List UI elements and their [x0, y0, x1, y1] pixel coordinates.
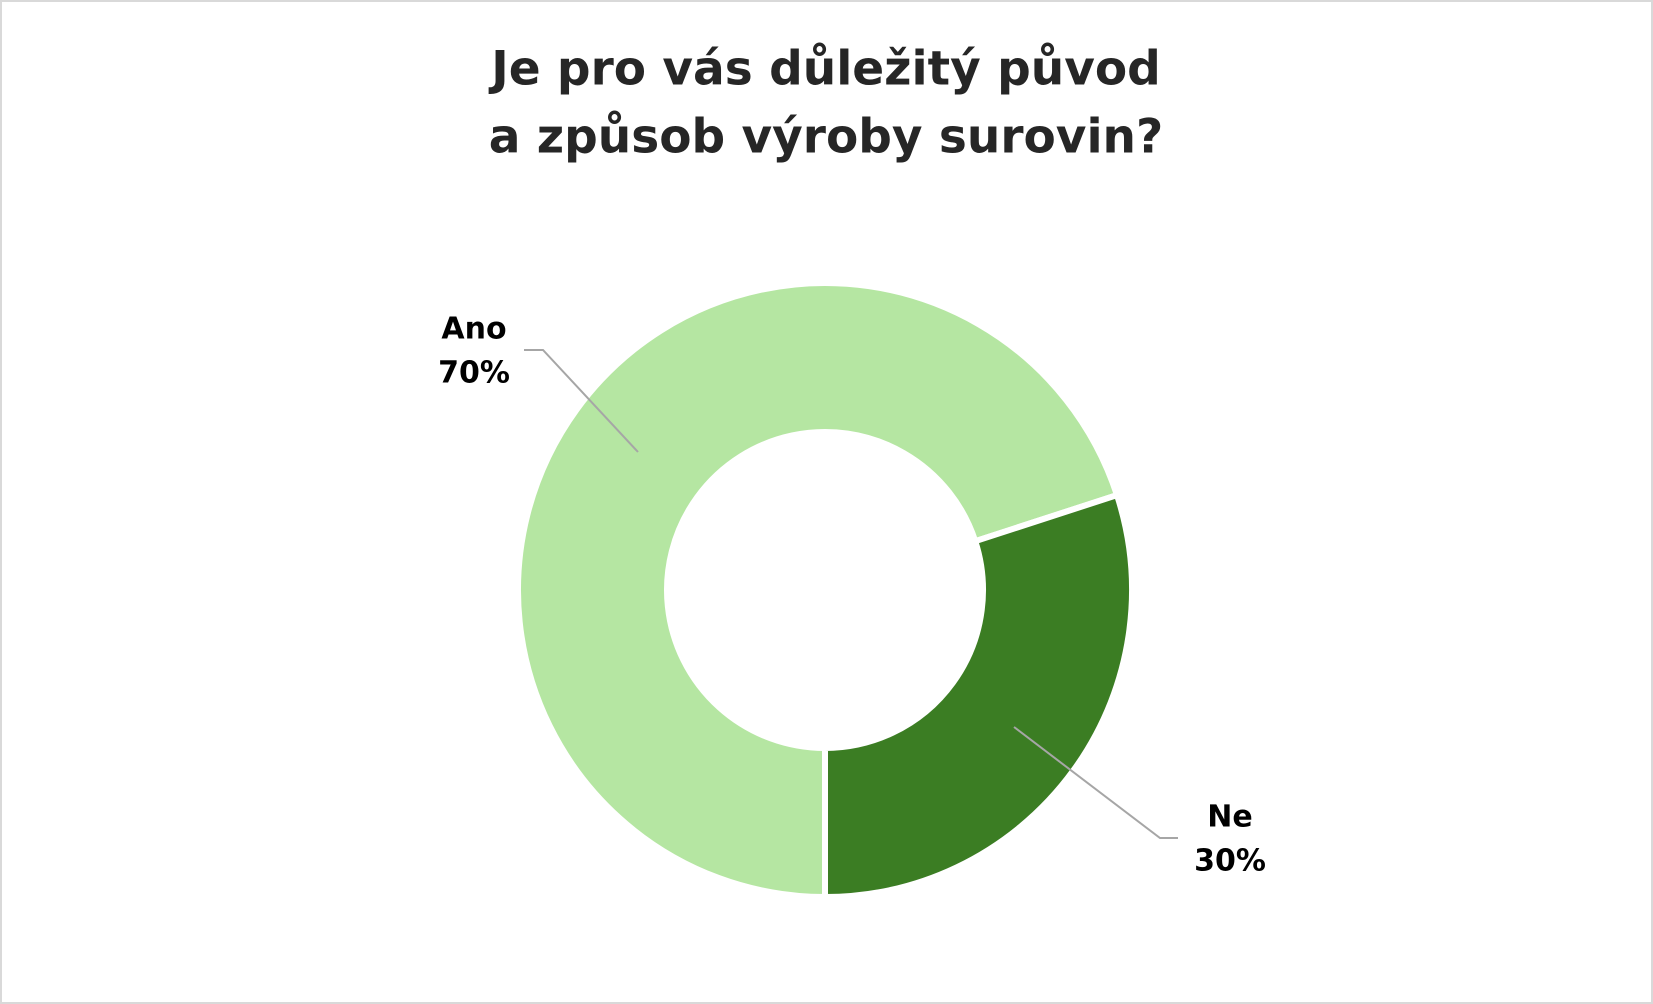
donut [515, 280, 1135, 901]
category-label: Ano [441, 312, 506, 347]
slice [515, 280, 1121, 901]
leader-line [1013, 726, 1178, 839]
chart-title: a způsob výroby surovin? [489, 110, 1164, 165]
leader-line [524, 349, 639, 453]
value-label: 70% [438, 356, 510, 391]
chart-title: Je pro vás důležitý původ [488, 42, 1161, 97]
slice [822, 491, 1135, 901]
value-label: 30% [1194, 844, 1266, 879]
category-label: Ne [1207, 800, 1252, 835]
